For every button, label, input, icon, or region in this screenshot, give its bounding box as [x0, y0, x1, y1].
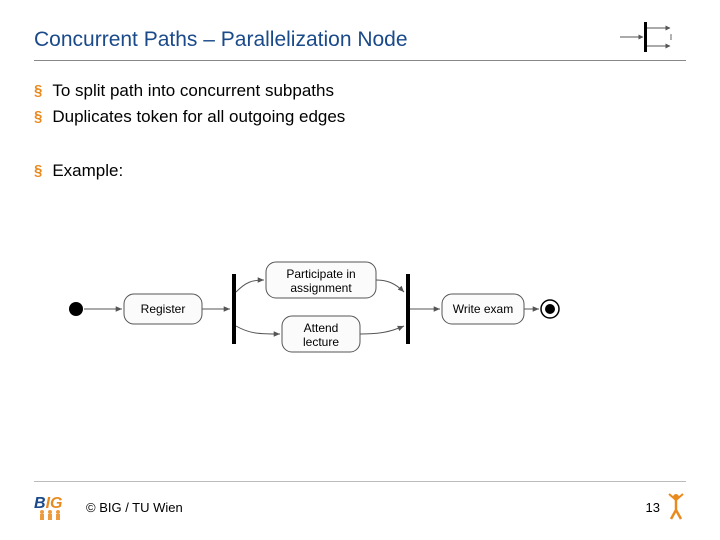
edge	[376, 280, 404, 292]
edge	[236, 280, 264, 292]
spacer	[34, 132, 686, 160]
activity-label: Participate in	[286, 267, 355, 281]
edge	[360, 326, 404, 334]
bullet-text: To split path into concurrent subpaths	[52, 80, 334, 102]
edge	[236, 326, 280, 334]
fork-bar	[232, 274, 236, 344]
svg-text:BIG: BIG	[34, 495, 62, 512]
copyright-text: © BIG / TU Wien	[86, 500, 183, 515]
page-number: 13	[646, 500, 660, 515]
footer-divider	[34, 481, 686, 482]
title-divider	[34, 60, 686, 61]
bullet-icon: §	[34, 160, 42, 182]
slide-header: Concurrent Paths – Parallelization Node	[34, 28, 686, 52]
slide-footer: BIG © BIG / TU Wien 13	[34, 492, 686, 522]
bullet-text: Duplicates token for all outgoing edges	[52, 106, 345, 128]
footer-left: BIG © BIG / TU Wien	[34, 492, 183, 522]
activity-label: assignment	[290, 281, 352, 295]
list-item: § To split path into concurrent subpaths	[34, 80, 686, 102]
list-item: § Duplicates token for all outgoing edge…	[34, 106, 686, 128]
bullet-list: § To split path into concurrent subpaths…	[34, 80, 686, 186]
bullet-icon: §	[34, 106, 42, 128]
list-item: § Example:	[34, 160, 686, 182]
initial-node	[69, 302, 83, 316]
activity-label: Attend	[304, 321, 339, 335]
activity-diagram: Register Participate in assignment Atten…	[54, 244, 574, 374]
footer-right: 13	[646, 493, 686, 521]
activity-label: Register	[141, 302, 186, 316]
person-figure-icon	[666, 493, 686, 521]
activity-label: Write exam	[453, 302, 513, 316]
slide-root: Concurrent Paths – Parallelization Node …	[0, 0, 720, 540]
final-node-inner	[545, 304, 555, 314]
page-title: Concurrent Paths – Parallelization Node	[34, 28, 686, 52]
logo-b: B	[34, 495, 46, 512]
join-bar	[406, 274, 410, 344]
activity-label: lecture	[303, 335, 339, 349]
big-logo-icon: BIG	[34, 492, 76, 522]
bullet-text: Example:	[52, 160, 123, 182]
bullet-icon: §	[34, 80, 42, 102]
